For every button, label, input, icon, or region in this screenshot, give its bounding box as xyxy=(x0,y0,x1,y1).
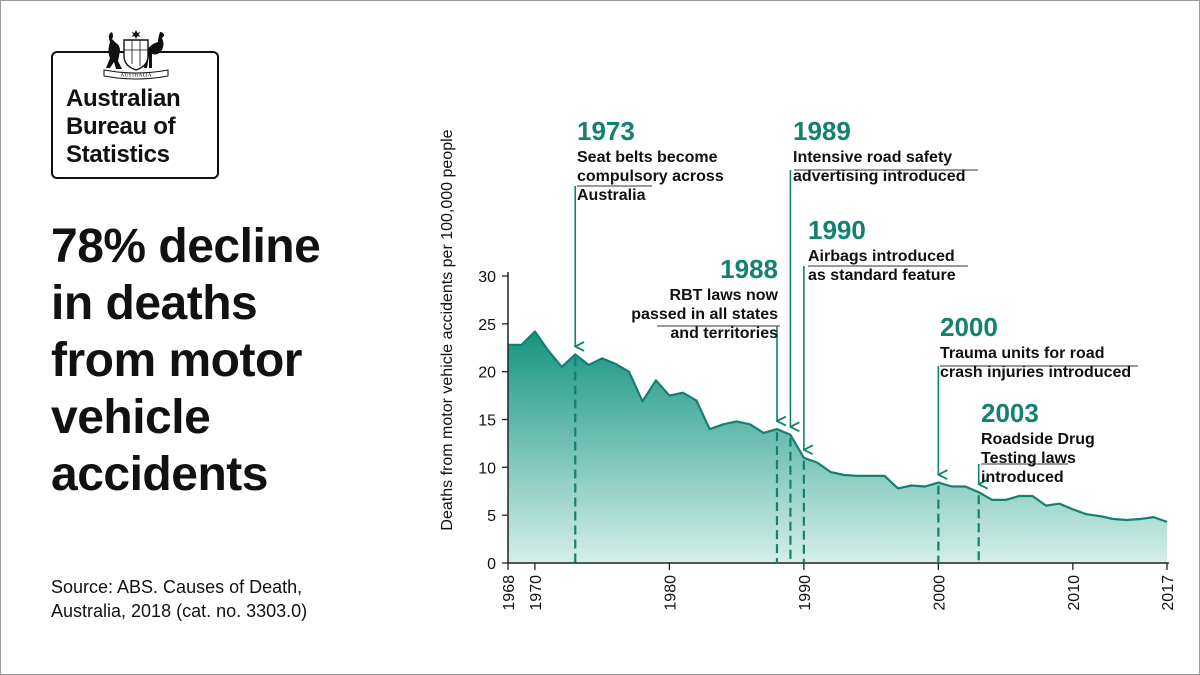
annotation-text: passed in all states xyxy=(631,306,778,323)
source-note: Source: ABS. Causes of Death, Australia,… xyxy=(51,575,391,623)
annotation-text: as standard feature xyxy=(808,267,956,284)
annotation-text: and territories xyxy=(670,325,778,342)
annotation-year: 1990 xyxy=(808,215,866,245)
x-tick-label: 2010 xyxy=(1066,575,1083,611)
headline: 78% decline in deaths from motor vehicle… xyxy=(51,218,391,503)
y-tick-label: 25 xyxy=(478,317,496,334)
annotation-text: Seat belts become xyxy=(577,149,718,166)
headline-line: from motor xyxy=(51,334,302,387)
source-line: Source: ABS. Causes of Death, xyxy=(51,577,303,597)
annotation-text: RBT laws now xyxy=(670,287,779,304)
annotation-year: 2000 xyxy=(940,312,998,342)
brand-name-line: Australian xyxy=(66,85,181,112)
y-tick-label: 15 xyxy=(478,413,496,430)
annotation-year: 2003 xyxy=(981,398,1039,428)
annotation-year: 1973 xyxy=(577,116,635,146)
annotation-text: Roadside Drug xyxy=(981,431,1095,448)
crest-label: AUSTRALIA xyxy=(120,73,151,79)
headline-line: vehicle xyxy=(51,391,211,444)
abs-logo-text: Australian Bureau of Statistics xyxy=(66,85,216,169)
annotation-text: Intensive road safety xyxy=(793,149,952,166)
headline-line: 78% decline xyxy=(51,220,321,273)
x-tick-label: 2017 xyxy=(1160,575,1177,611)
x-tick-label: 1970 xyxy=(528,575,545,611)
x-tick-label: 1968 xyxy=(501,575,518,611)
annotation-text: compulsory across xyxy=(577,168,724,185)
series-line xyxy=(508,330,1168,523)
y-axis-label: Deaths from motor vehicle accidents per … xyxy=(439,129,456,530)
annotation-text: Airbags introduced xyxy=(808,248,955,265)
y-tick-label: 5 xyxy=(487,508,496,525)
annotation-year: 1988 xyxy=(720,254,778,284)
y-tick-label: 30 xyxy=(478,269,496,286)
annotation-text: crash injuries introduced xyxy=(940,364,1131,381)
y-tick-label: 0 xyxy=(487,556,496,573)
x-tick-label: 2000 xyxy=(931,575,948,611)
headline-line: in deaths xyxy=(51,277,258,330)
annotation-text: introduced xyxy=(981,469,1064,486)
annotation-year: 1989 xyxy=(793,116,851,146)
source-line: Australia, 2018 (cat. no. 3303.0) xyxy=(51,601,308,621)
x-tick-label: 1980 xyxy=(662,575,679,611)
annotation-text: Testing laws xyxy=(981,450,1076,467)
x-tick-label: 1990 xyxy=(797,575,814,611)
headline-line: accidents xyxy=(51,448,268,501)
y-tick-label: 20 xyxy=(478,365,496,382)
y-tick-label: 10 xyxy=(478,460,496,477)
coat-of-arms-icon: AUSTRALIA xyxy=(103,30,169,80)
brand-name-line: Statistics xyxy=(66,141,170,168)
annotation-text: Trauma units for road xyxy=(940,345,1104,362)
annotation-text: Australia xyxy=(577,187,646,204)
annotation-text: advertising introduced xyxy=(793,168,965,185)
brand-name-line: Bureau of xyxy=(66,113,176,140)
area-fill xyxy=(508,331,1167,563)
